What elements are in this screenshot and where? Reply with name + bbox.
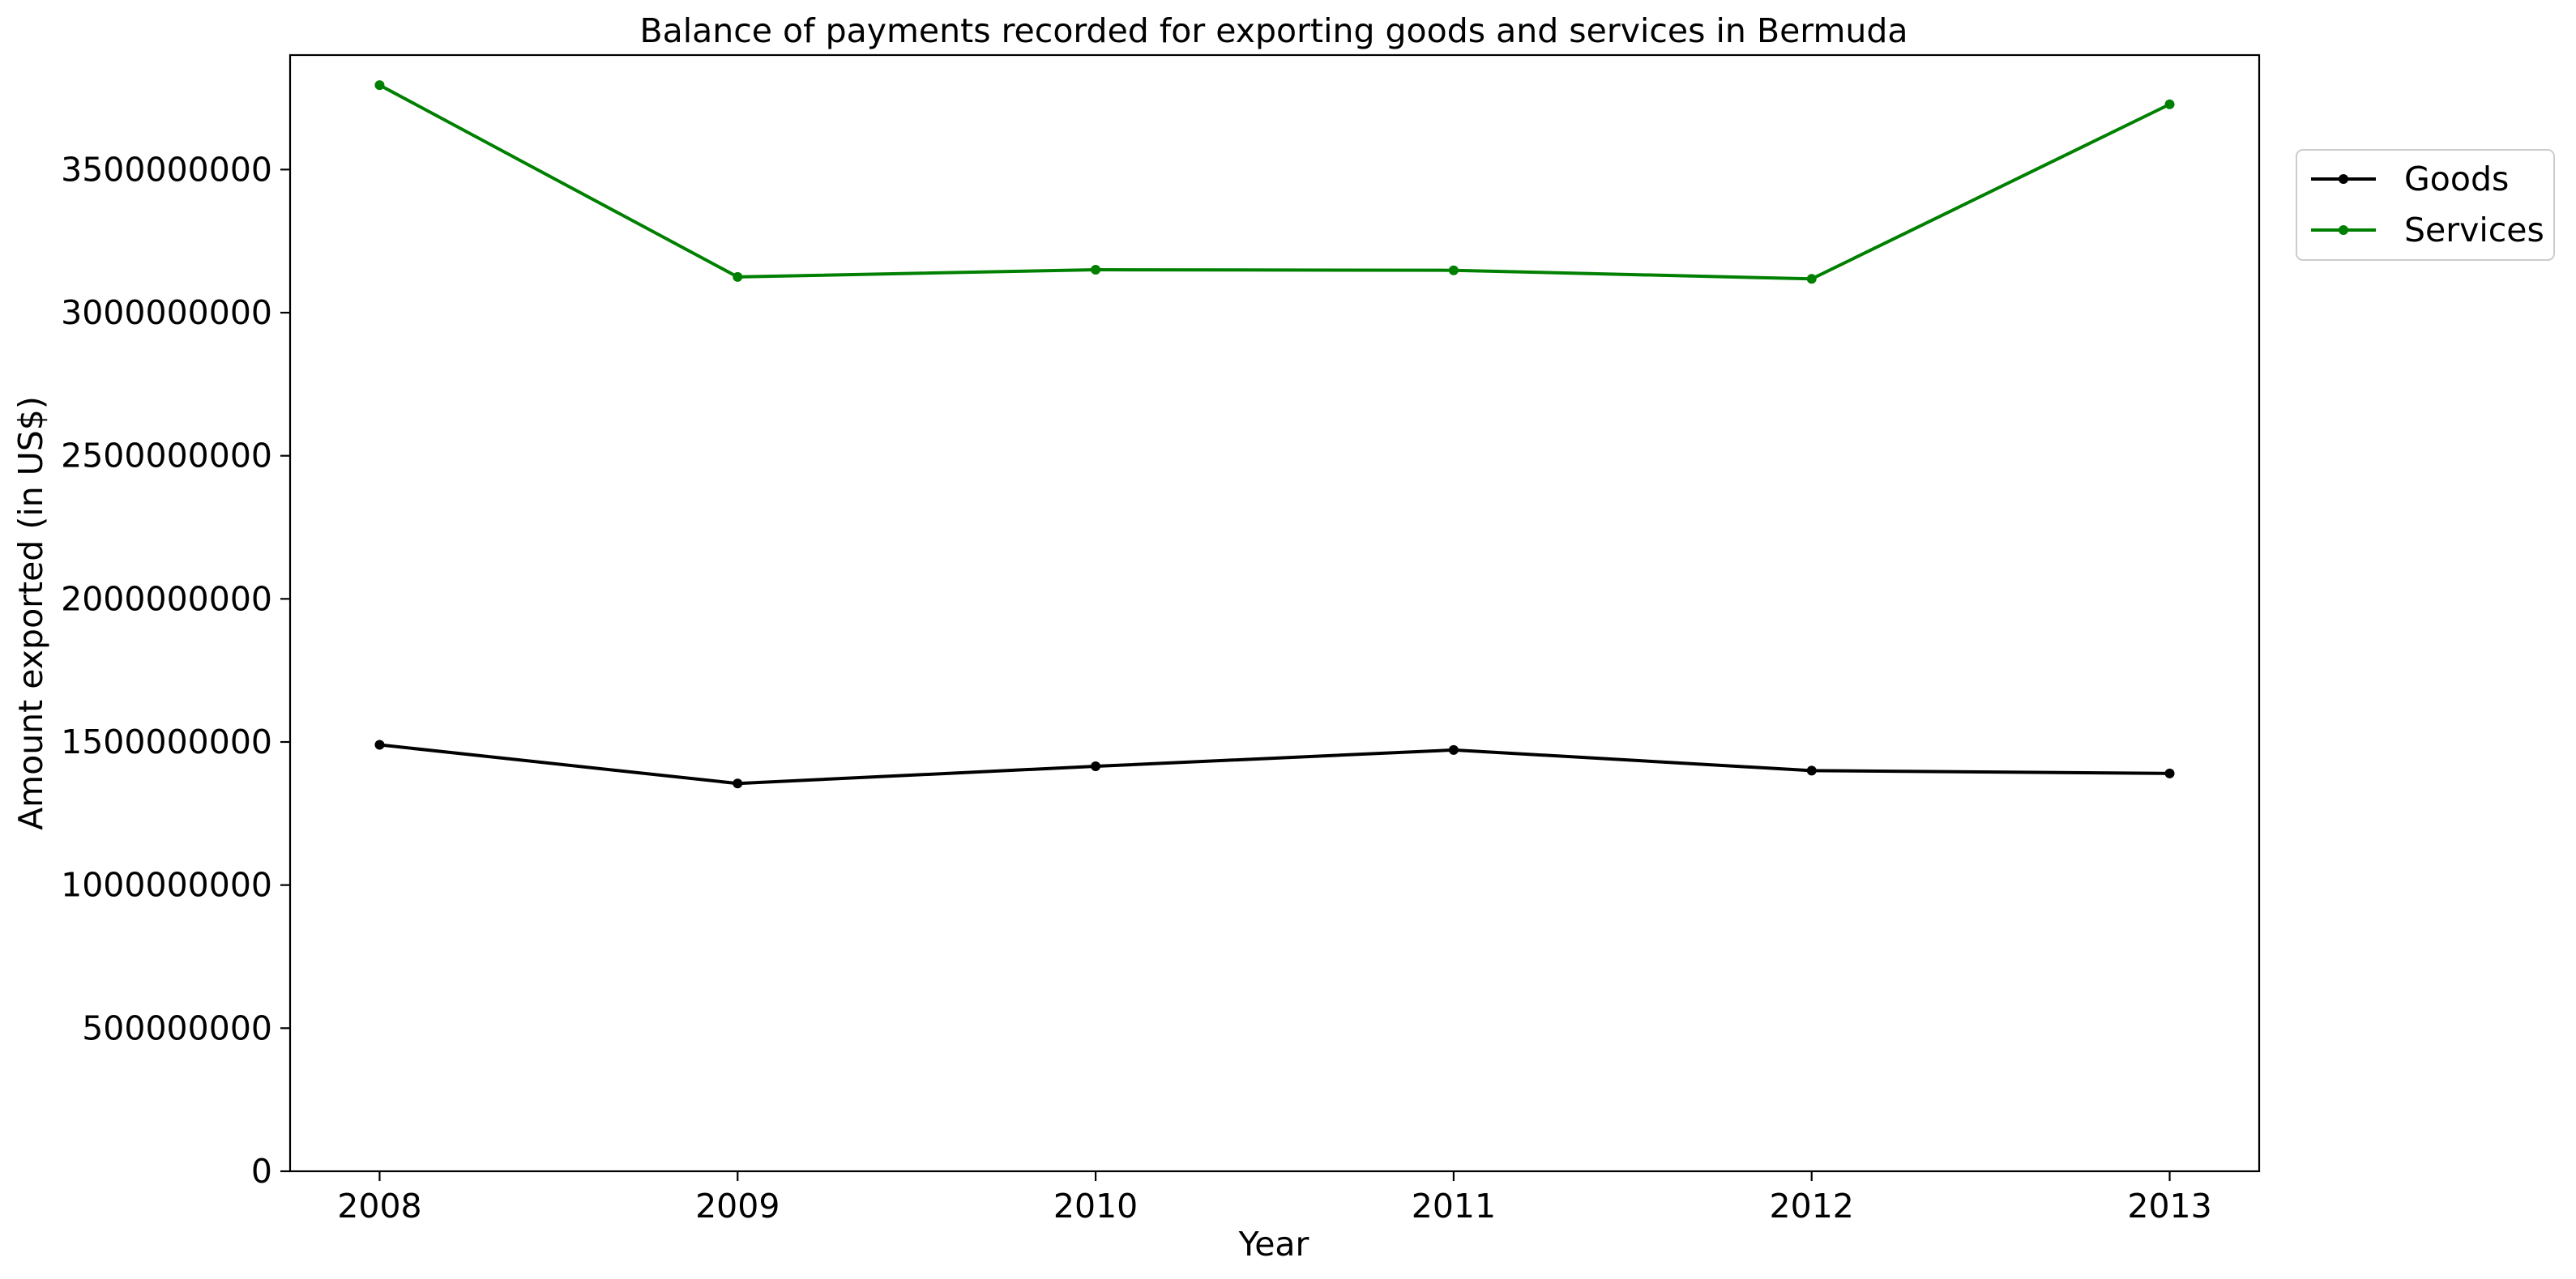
x-axis-label: Year bbox=[1238, 1225, 1309, 1264]
legend-label-goods: Goods bbox=[2404, 160, 2509, 198]
legend: Goods Services bbox=[2296, 149, 2555, 261]
chart-title: Balance of payments recorded for exporti… bbox=[639, 11, 1907, 50]
y-tick-label: 3500000000 bbox=[61, 150, 272, 189]
data-point-goods bbox=[374, 740, 385, 750]
data-point-services bbox=[733, 271, 743, 282]
plot-area bbox=[288, 53, 2261, 1173]
data-point-goods bbox=[1091, 761, 1101, 772]
y-tick-label: 1500000000 bbox=[61, 723, 272, 761]
y-axis: 0 500000000 1000000000 1500000000 2000000000… bbox=[61, 150, 290, 1191]
x-tick-label: 2009 bbox=[695, 1187, 780, 1226]
y-tick-label: 2000000000 bbox=[61, 579, 272, 618]
x-tick-label: 2011 bbox=[1412, 1187, 1496, 1226]
data-point-services bbox=[374, 80, 385, 91]
x-tick-label: 2013 bbox=[2127, 1187, 2211, 1226]
y-tick-label: 3000000000 bbox=[61, 293, 272, 332]
data-point-goods bbox=[1806, 765, 1817, 776]
y-tick-label: 1000000000 bbox=[61, 866, 272, 905]
x-axis: 2008 2009 2010 2011 2012 2013 bbox=[337, 1171, 2212, 1226]
y-tick-label: 2500000000 bbox=[61, 437, 272, 475]
legend-marker-goods bbox=[2339, 174, 2348, 184]
x-tick-label: 2008 bbox=[337, 1187, 421, 1226]
y-tick-label: 500000000 bbox=[82, 1008, 272, 1047]
legend-label-services: Services bbox=[2404, 211, 2544, 249]
data-point-services bbox=[1806, 274, 1817, 284]
y-axis-label: Amount exported (in US$) bbox=[11, 396, 50, 830]
data-point-goods bbox=[2164, 768, 2175, 778]
data-point-services bbox=[1091, 265, 1101, 275]
legend-marker-services bbox=[2339, 225, 2348, 235]
x-tick-label: 2012 bbox=[1770, 1187, 1854, 1226]
data-point-services bbox=[2164, 99, 2175, 109]
data-point-goods bbox=[1448, 744, 1459, 755]
series-line-goods bbox=[378, 743, 2172, 786]
data-point-goods bbox=[733, 778, 743, 789]
series-line-services bbox=[378, 83, 2172, 281]
series-layer bbox=[374, 80, 2175, 789]
x-tick-label: 2010 bbox=[1053, 1187, 1138, 1226]
y-tick-label: 0 bbox=[251, 1152, 272, 1191]
data-point-services bbox=[1448, 265, 1459, 275]
